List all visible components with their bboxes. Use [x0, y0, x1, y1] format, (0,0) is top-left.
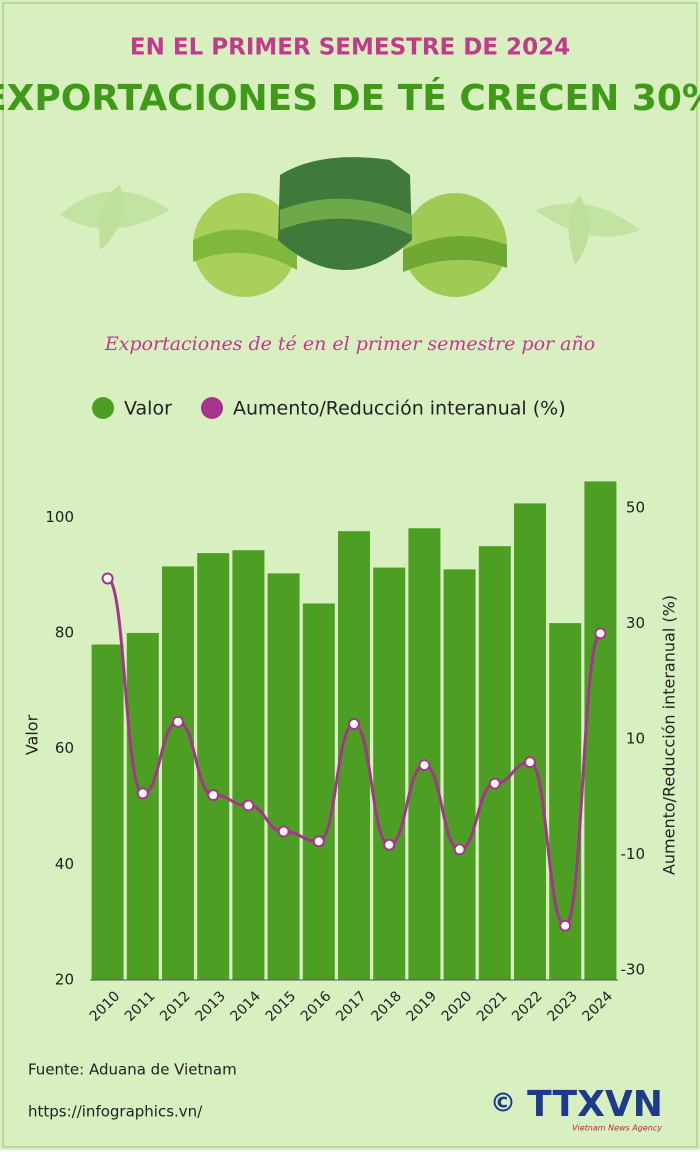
bar [478, 546, 511, 980]
line-point [348, 718, 360, 731]
bar [267, 573, 300, 980]
chart-title: Exportaciones de té en el primer semestr… [104, 333, 595, 355]
bar [373, 567, 406, 980]
y2-tick-label: -30 [621, 961, 646, 979]
logo: TTXVN [527, 1084, 663, 1125]
line-point [277, 825, 290, 838]
y-tick-label: 40 [55, 855, 74, 873]
y-axis-label: Valor [23, 714, 42, 755]
logo-subtitle: Vietnam News Agency [572, 1124, 662, 1133]
legend-marker [201, 397, 223, 419]
bar [91, 644, 124, 980]
y-tick-label: 20 [55, 971, 74, 989]
bar [584, 481, 617, 980]
legend-label: Valor [124, 398, 172, 420]
url: https://infographics.vn/ [28, 1103, 203, 1121]
decoration [60, 157, 640, 297]
main-title: EXPORTACIONES DE TÉ CRECEN 30% [0, 77, 700, 119]
line-point [207, 789, 220, 802]
y2-tick-label: -10 [621, 845, 646, 863]
y-tick-label: 80 [55, 623, 74, 641]
legend-marker [92, 397, 114, 419]
y2-tick-label: 30 [626, 614, 645, 632]
y-tick-label: 100 [45, 508, 74, 526]
y2-axis-label: Aumento/Reducción interanual (%) [660, 595, 679, 875]
bar [126, 632, 159, 980]
bar [162, 566, 194, 980]
kicker: EN EL PRIMER SEMESTRE DE 2024 [130, 35, 570, 61]
bar [197, 553, 230, 980]
line-point [383, 838, 396, 851]
line-point [418, 759, 431, 772]
line-point [559, 919, 572, 932]
legend-label: Aumento/Reducción interanual (%) [233, 398, 566, 420]
line-point [488, 777, 501, 790]
bar [338, 531, 370, 980]
y2-tick-label: 50 [626, 498, 645, 516]
chart: Valor Aumento/Reducción interanual (%) 20 4… [23, 397, 679, 1025]
bar [443, 569, 476, 980]
logo-symbol: © [490, 1089, 516, 1119]
y-tick-label: 60 [55, 739, 74, 757]
line-point [453, 843, 466, 856]
line-point [594, 627, 607, 640]
line-point [172, 715, 184, 728]
line-point [524, 756, 536, 769]
line-point [136, 787, 149, 800]
bar [302, 603, 335, 980]
line-point [312, 835, 325, 848]
line-point [101, 572, 114, 585]
y2-tick-label: 10 [626, 730, 645, 748]
bar [232, 550, 265, 980]
bar [514, 503, 546, 980]
source: Fuente: Aduana de Vietnam [28, 1061, 237, 1079]
bar [408, 528, 441, 980]
line-point [242, 799, 255, 812]
